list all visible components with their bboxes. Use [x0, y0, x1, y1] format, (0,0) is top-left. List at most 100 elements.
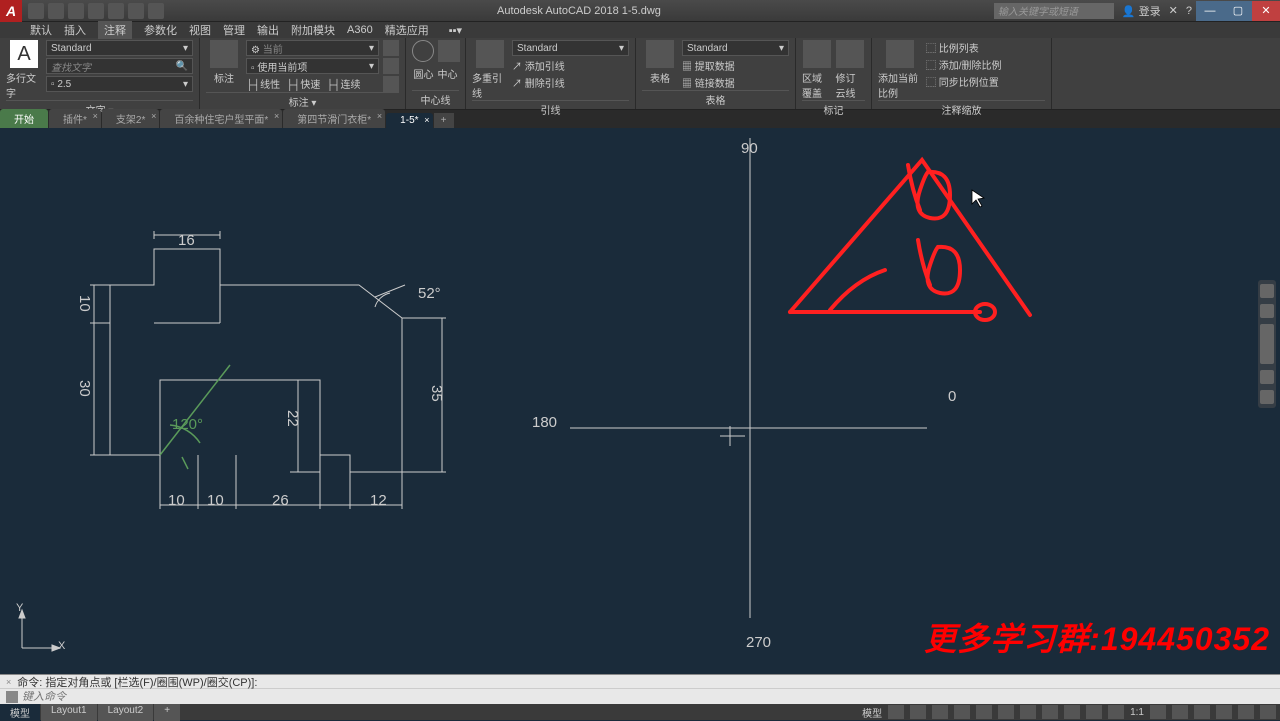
dim-btn3[interactable]: [383, 76, 399, 92]
leader-add-button[interactable]: ↗ 添加引线: [512, 58, 629, 73]
menu-a360[interactable]: A360: [347, 24, 373, 36]
compass-s: 270: [746, 634, 771, 651]
revcloud-button[interactable]: 修订云线: [836, 40, 866, 100]
qat-redo-icon[interactable]: [148, 3, 164, 19]
scale-add-del-button[interactable]: ⬚ 添加/删除比例: [926, 57, 1045, 72]
status-sc-icon[interactable]: [1108, 705, 1124, 719]
qat-undo-icon[interactable]: [128, 3, 144, 19]
cmd-close-icon[interactable]: ×: [6, 677, 11, 687]
wipeout-button[interactable]: 区域覆盖: [802, 40, 832, 100]
mtext-button[interactable]: A 多行文字: [6, 40, 42, 100]
table-button[interactable]: 表格: [642, 40, 678, 85]
dim-current-dropdown[interactable]: ▫ 使用当前项▾: [246, 58, 379, 74]
dim-continue-button[interactable]: ├┤连续: [326, 76, 360, 91]
layout-1[interactable]: Layout1: [41, 704, 97, 721]
login-button[interactable]: 👤 登录: [1122, 3, 1161, 19]
status-iso-icon[interactable]: [1216, 705, 1232, 719]
menu-addons[interactable]: 附加模块: [291, 22, 335, 38]
search-input[interactable]: 输入关键字或短语: [994, 3, 1114, 19]
centerline-button[interactable]: [438, 40, 460, 62]
dim-btn2[interactable]: [383, 58, 399, 74]
minimize-button[interactable]: —: [1196, 1, 1224, 21]
nav-bar: [1258, 280, 1276, 408]
menu-output[interactable]: 输出: [257, 22, 279, 38]
ribbon-center-panel: 圆心中心 中心线: [406, 38, 466, 109]
extract-data-button[interactable]: ▦ 提取数据: [682, 58, 789, 73]
nav-pan-icon[interactable]: [1260, 304, 1274, 318]
qat-open-icon[interactable]: [48, 3, 64, 19]
status-ortho-icon[interactable]: [932, 705, 948, 719]
status-qp-icon[interactable]: [1086, 705, 1102, 719]
dim-btn1[interactable]: [383, 40, 399, 56]
nav-zoom-icon[interactable]: [1260, 324, 1274, 364]
text-find-input[interactable]: 查找文字🔍: [46, 58, 193, 74]
status-gear-icon[interactable]: [1150, 705, 1166, 719]
command-input[interactable]: [22, 691, 1274, 703]
exchange-icon[interactable]: ✕: [1169, 4, 1178, 17]
status-tpy-icon[interactable]: [1064, 705, 1080, 719]
scale-sync-button[interactable]: ⬚ 同步比例位置: [926, 74, 1045, 89]
tab-file-3[interactable]: 第四节滑门衣柜*×: [283, 109, 385, 128]
layout-2[interactable]: Layout2: [98, 704, 154, 721]
tab-plus-button[interactable]: +: [434, 113, 454, 128]
layout-model[interactable]: 模型: [0, 704, 40, 721]
status-snap-icon[interactable]: [910, 705, 926, 719]
status-grid-icon[interactable]: [888, 705, 904, 719]
status-lwt-icon[interactable]: [1042, 705, 1058, 719]
dim-quick-button[interactable]: ├┤快速: [286, 76, 320, 91]
menu-featured[interactable]: 精选应用: [385, 22, 429, 38]
red-annotation: [780, 150, 1050, 330]
status-buttons: 模型 1:1: [862, 705, 1276, 720]
tab-file-0[interactable]: 插件*×: [49, 109, 101, 128]
app-logo-icon[interactable]: A: [0, 0, 22, 22]
status-scale[interactable]: 1:1: [1130, 707, 1144, 718]
help-icon[interactable]: ?: [1186, 5, 1192, 17]
text-style-dropdown[interactable]: Standard▾: [46, 40, 193, 56]
qat-save-icon[interactable]: [68, 3, 84, 19]
close-button[interactable]: ✕: [1252, 1, 1280, 21]
status-3dosnap-icon[interactable]: [998, 705, 1014, 719]
qat-new-icon[interactable]: [28, 3, 44, 19]
link-data-button[interactable]: ▦ 链接数据: [682, 75, 789, 90]
menu-view[interactable]: 视图: [189, 22, 211, 38]
status-model[interactable]: 模型: [862, 705, 882, 720]
tab-file-2[interactable]: 百余种住宅户型平面*×: [160, 109, 282, 128]
tab-file-1[interactable]: 支架2*×: [102, 109, 159, 128]
nav-showmot-icon[interactable]: [1260, 390, 1274, 404]
drawing-canvas[interactable]: 90 0 270 180: [0, 130, 1280, 674]
leader-style-dropdown[interactable]: Standard▾: [512, 40, 629, 56]
text-height-dropdown[interactable]: ▫ 2.5▾: [46, 76, 193, 92]
status-clean-icon[interactable]: [1238, 705, 1254, 719]
qat-plot-icon[interactable]: [108, 3, 124, 19]
qat-saveas-icon[interactable]: [88, 3, 104, 19]
mleader-button[interactable]: 多重引线: [472, 40, 508, 100]
tab-start[interactable]: 开始: [0, 109, 48, 128]
menu-parametric[interactable]: 参数化: [144, 22, 177, 38]
menu-annotate[interactable]: 注释: [98, 21, 132, 39]
nav-orbit-icon[interactable]: [1260, 370, 1274, 384]
compass-w: 180: [532, 414, 557, 431]
menu-more-icon[interactable]: ▪▪▾: [449, 24, 462, 37]
dim-linear-button[interactable]: ├┤线性: [246, 76, 280, 91]
status-annomon-icon[interactable]: [1194, 705, 1210, 719]
menu-default[interactable]: 默认: [30, 22, 52, 38]
nav-wheel-icon[interactable]: [1260, 284, 1274, 298]
status-polar-icon[interactable]: [954, 705, 970, 719]
status-custom-icon[interactable]: [1260, 705, 1276, 719]
tab-file-4[interactable]: 1-5*×: [386, 113, 432, 128]
layout-plus[interactable]: +: [154, 704, 180, 721]
centermark-button[interactable]: [412, 40, 434, 62]
menu-manage[interactable]: 管理: [223, 22, 245, 38]
table-style-dropdown[interactable]: Standard▾: [682, 40, 789, 56]
status-otrack-icon[interactable]: [1020, 705, 1036, 719]
maximize-button[interactable]: ▢: [1224, 1, 1252, 21]
add-current-scale-button[interactable]: 添加当前比例: [878, 40, 922, 100]
dimension-button[interactable]: 标注: [206, 40, 242, 85]
leader-remove-button[interactable]: ↗ 删除引线: [512, 75, 629, 90]
dim-52: 52°: [418, 285, 441, 302]
menu-insert[interactable]: 插入: [64, 22, 86, 38]
dim-layer-dropdown[interactable]: ⚙ 当前▾: [246, 40, 379, 56]
status-osnap-icon[interactable]: [976, 705, 992, 719]
scale-list-button[interactable]: ⬚ 比例列表: [926, 40, 1045, 55]
status-ws-icon[interactable]: [1172, 705, 1188, 719]
